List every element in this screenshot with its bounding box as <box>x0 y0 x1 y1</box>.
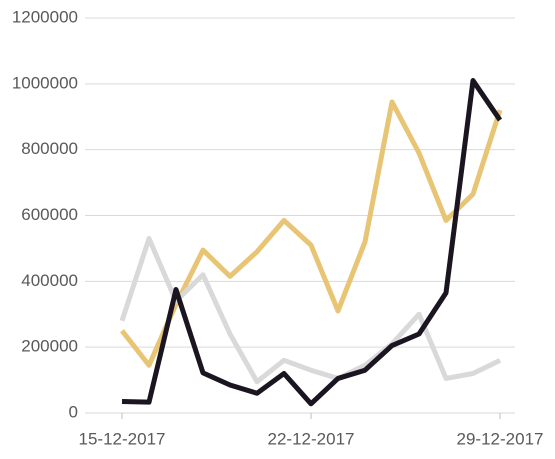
y-tick-label: 200000 <box>21 337 78 356</box>
y-tick-label: 0 <box>69 402 78 421</box>
y-tick-label: 1000000 <box>12 73 78 92</box>
x-tick-label: 22-12-2017 <box>268 429 355 448</box>
x-tick-label: 29-12-2017 <box>457 429 544 448</box>
x-tick-label: 15-12-2017 <box>79 429 166 448</box>
y-tick-label: 800000 <box>21 139 78 158</box>
y-tick-label: 1200000 <box>12 7 78 26</box>
series-line <box>119 236 502 385</box>
series-line <box>120 99 503 368</box>
series-line <box>121 78 503 407</box>
y-tick-label: 400000 <box>21 271 78 290</box>
y-tick-label: 600000 <box>21 205 78 224</box>
